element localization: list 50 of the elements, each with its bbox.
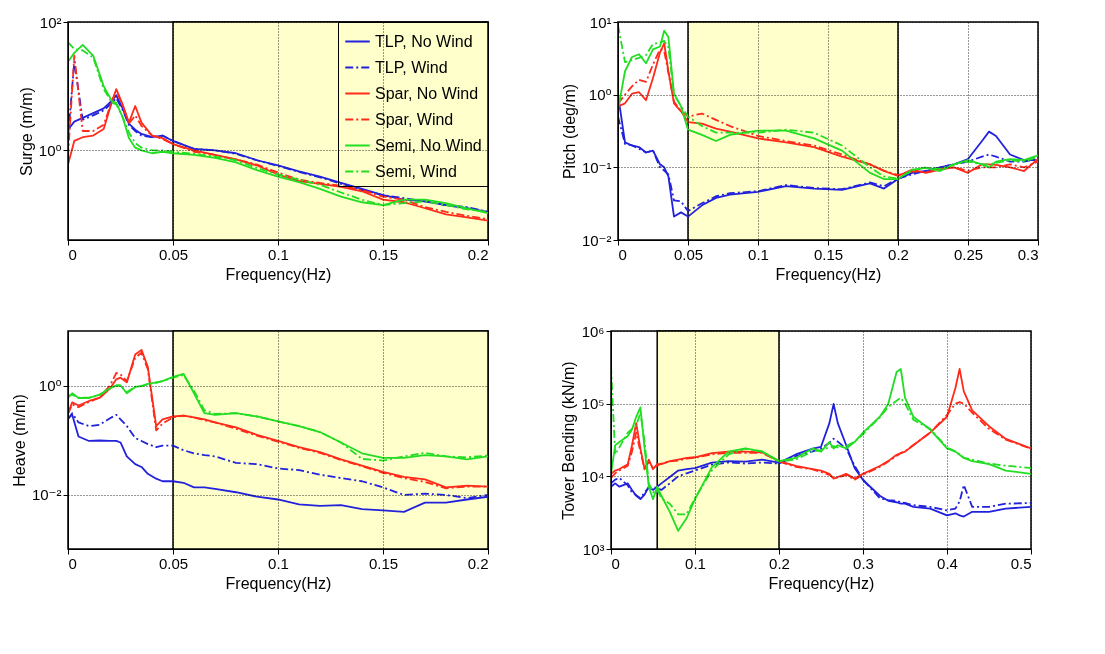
legend-label: Semi, No Wind	[375, 136, 482, 154]
x-tick-label: 0.05	[158, 554, 189, 572]
x-tick-label: 0.1	[268, 554, 289, 572]
legend-label: Semi, Wind	[375, 162, 457, 180]
legend-label: Spar, Wind	[375, 110, 454, 128]
y-tick-label: 10⁵	[581, 395, 605, 413]
x-axis-title: Frequency(Hz)	[225, 265, 332, 283]
x-tick-label: 0.3	[853, 554, 874, 572]
x-tick-label: 0.1	[685, 554, 706, 572]
y-tick-label: 10⁰	[38, 377, 62, 394]
x-tick-label: 0.4	[937, 554, 958, 572]
x-tick-label: 0.1	[748, 245, 769, 263]
x-tick-label: 0.05	[673, 245, 704, 263]
x-tick-label: 0	[68, 554, 77, 572]
x-tick-label: 0.05	[158, 245, 189, 263]
y-tick-label: 10⁻²	[581, 231, 612, 249]
x-tick-label: 0	[618, 245, 627, 263]
y-tick-label: 10⁰	[38, 141, 62, 159]
x-axis-title: Frequency(Hz)	[768, 574, 875, 592]
x-axis-title: Frequency(Hz)	[775, 265, 882, 283]
y-tick-label: 10²	[39, 13, 62, 31]
y-axis-title: Tower Bending (kN/m)	[560, 361, 578, 520]
x-axis-title: Frequency(Hz)	[225, 574, 332, 592]
x-tick-label: 0.15	[368, 554, 399, 572]
y-tick-label: 10⁶	[581, 322, 605, 340]
x-tick-label: 0.2	[769, 554, 790, 572]
legend-label: TLP, No Wind	[375, 32, 473, 50]
x-tick-label: 0	[68, 245, 77, 263]
x-tick-label: 0	[611, 554, 620, 572]
x-tick-label: 0.2	[467, 245, 489, 263]
y-tick-label: 10³	[582, 540, 605, 558]
y-tick-label: 10¹	[589, 13, 612, 31]
y-axis-title: Heave (m/m)	[10, 394, 28, 487]
line-series	[611, 403, 1031, 518]
y-tick-label: 10⁰	[588, 86, 612, 104]
x-tick-label: 0.15	[813, 245, 844, 263]
x-tick-label: 0.15	[368, 245, 399, 263]
x-tick-label: 0.1	[268, 245, 289, 263]
x-tick-label: 0.2	[467, 554, 489, 572]
legend-label: Spar, No Wind	[375, 84, 479, 102]
y-axis-title: Pitch (deg/m)	[560, 83, 578, 180]
x-tick-label: 0.3	[1017, 245, 1039, 263]
y-tick-label: 10⁻¹	[581, 158, 612, 176]
y-tick-label: 10⁴	[581, 467, 605, 485]
x-tick-label: 0.5	[1010, 554, 1032, 572]
x-tick-label: 0.25	[953, 245, 984, 263]
x-tick-label: 0.2	[888, 245, 909, 263]
legend-label: TLP, Wind	[375, 58, 448, 76]
y-axis-title: Surge (m/m)	[17, 87, 35, 176]
y-tick-label: 10⁻²	[31, 486, 62, 503]
